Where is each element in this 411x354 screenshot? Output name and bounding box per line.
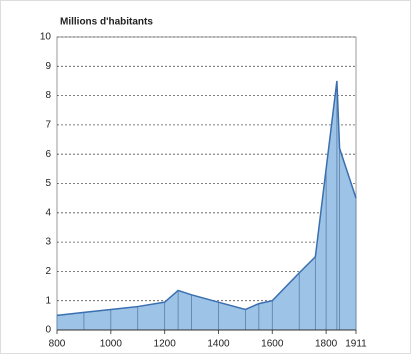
x-tick-label: 1400 — [207, 339, 230, 350]
y-tick-label: 8 — [45, 90, 51, 101]
y-tick-label: 5 — [45, 178, 51, 189]
line — [56, 80, 357, 317]
y-tick-label: 7 — [45, 120, 51, 131]
y-tick-label: 2 — [45, 266, 51, 277]
x-tick-label: 1911 — [345, 339, 367, 350]
y-tick-label: 4 — [45, 207, 51, 218]
y-tick-label: 10 — [40, 32, 52, 43]
x-tick-label: 1200 — [154, 339, 177, 350]
x-tick-label: 1600 — [261, 339, 284, 350]
x-tick-label: 800 — [49, 339, 66, 350]
y-tick-label: 6 — [45, 149, 51, 160]
y-tick-label: 3 — [45, 237, 51, 248]
x-tick-label: 1800 — [315, 339, 338, 350]
y-tick-label: 9 — [45, 61, 51, 72]
x-tick-label: 1000 — [100, 339, 123, 350]
chart-title: Millions d'habitants — [60, 17, 153, 28]
y-tick-label: 1 — [45, 295, 51, 306]
y-tick-label: 0 — [45, 325, 51, 336]
